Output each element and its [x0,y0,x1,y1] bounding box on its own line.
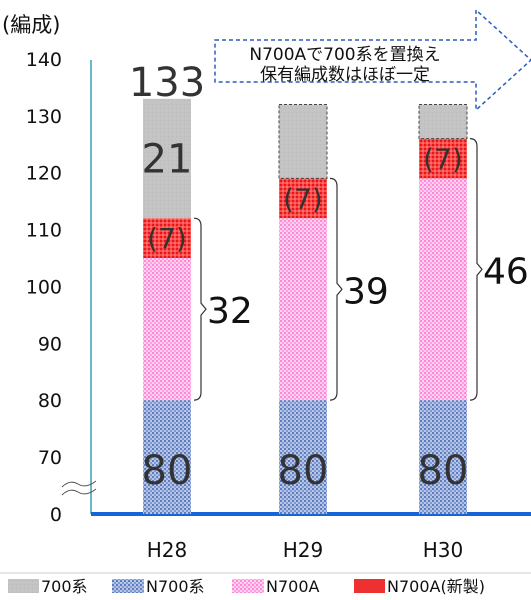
legend-swatch [354,579,385,593]
legend: 700系 N700系 N700A N700A(新製) [8,577,485,596]
bar-segment-n700a [419,178,467,401]
y-tick-label: 80 [38,390,62,412]
bar-segment-n700a-new [143,218,191,258]
legend-swatch [232,579,264,593]
legend-swatch [8,579,39,593]
bracket-line [329,177,343,401]
y-tick-label: 140 [26,49,62,71]
callout-line-1: N700Aで700系を置換え [249,45,440,65]
data-label-n700: 80 [142,448,193,494]
bracket-label: 46 [483,251,529,292]
x-tick-label: H29 [283,538,324,562]
data-label-n700: 80 [418,448,469,494]
y-tick-label: 100 [26,276,62,298]
y-tick-label: 110 [26,220,62,242]
callout-arrow: N700Aで700系を置換え 保有編成数はほぼ一定 [214,8,531,112]
data-label-700: 21 [142,137,193,183]
data-label-n700: 80 [278,448,329,494]
bar-segment-n700a-new [279,178,327,219]
callout-arrow-shape [214,8,531,112]
data-label-new-build: (7) [423,143,463,176]
x-tick-label: H30 [423,538,464,562]
x-tick-label: H28 [147,538,188,562]
bar-segment-n700 [143,400,191,514]
bar-700-outline [278,103,328,179]
legend-label: 700系 [41,577,88,596]
y-tick-label: 70 [38,447,62,469]
bar-segment-n700 [279,400,327,514]
bar-segment-n700a-new [419,138,467,179]
legend-label: N700系 [146,577,205,596]
axis-break-mark [61,480,97,496]
legend-label: N700A [266,577,320,596]
bar-segment-n700a [143,258,191,401]
data-label-total: 133 [129,60,205,106]
bracket-line [193,217,207,401]
bar-segment-700 [279,104,327,179]
bar-700-outline [418,103,468,140]
data-label-new-build: (7) [283,182,323,215]
data-label-new-build: (7) [147,222,187,255]
bracket-label: 39 [343,271,389,312]
bracket-line [469,138,483,401]
y-tick-label: 130 [26,106,62,128]
y-axis-ticks: 0 70 80 90 100 110 120 130 140 [26,49,62,526]
callout-line-2: 保有編成数はほぼ一定 [260,65,430,85]
bar-segment-n700a [279,218,327,401]
bars-group: 80 (7) 21 133 80 (7) 80 (7) [129,60,469,514]
y-tick-label: 120 [26,163,62,185]
x-axis-labels: H28 H29 H30 [147,538,464,562]
bar-segment-700 [143,98,191,219]
legend-swatch [112,579,144,593]
bracket-label: 32 [207,291,253,332]
bar-segment-n700 [419,400,467,514]
y-unit-label: (編成) [2,13,60,37]
y-tick-label: 90 [38,333,62,355]
brackets-group: 32 39 46 [193,138,529,401]
bar-segment-700 [419,104,467,139]
legend-label: N700A(新製) [387,577,485,596]
y-tick-label: 0 [50,504,62,526]
